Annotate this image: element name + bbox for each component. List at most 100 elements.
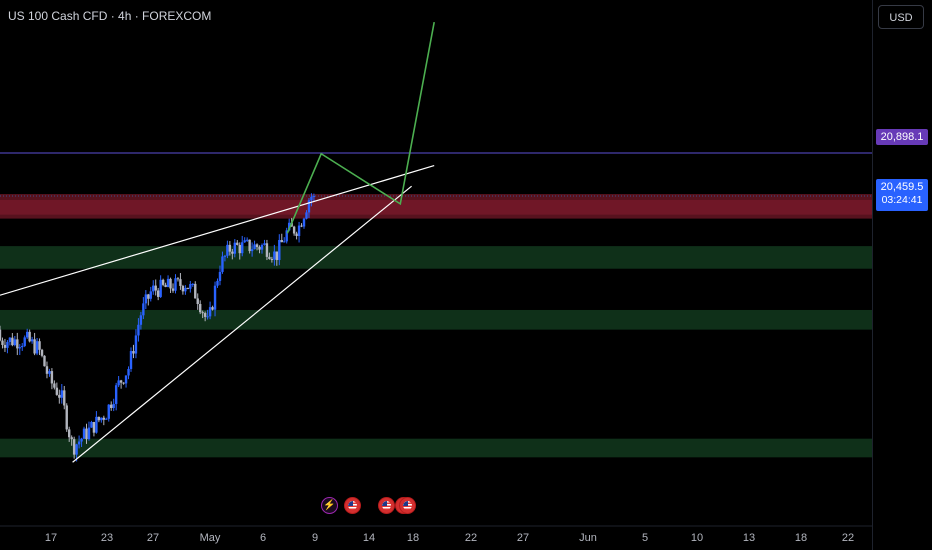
candle[interactable] [124, 375, 128, 384]
candle[interactable] [211, 307, 214, 310]
candle[interactable] [90, 422, 93, 428]
candle[interactable] [55, 387, 59, 395]
candle[interactable] [154, 285, 157, 291]
candle[interactable] [6, 342, 9, 348]
candle[interactable] [233, 242, 237, 254]
candle[interactable] [0, 329, 2, 341]
candle[interactable] [255, 244, 259, 247]
candle[interactable] [33, 339, 36, 354]
candle[interactable] [25, 331, 29, 338]
candle[interactable] [297, 225, 301, 236]
candle[interactable] [300, 225, 303, 227]
candle[interactable] [166, 278, 170, 288]
candle[interactable] [149, 291, 152, 299]
candle[interactable] [30, 339, 34, 342]
candle[interactable] [92, 422, 96, 433]
candle[interactable] [184, 287, 187, 292]
candle[interactable] [203, 313, 207, 317]
candle[interactable] [285, 230, 288, 242]
candle[interactable] [236, 242, 239, 245]
candle[interactable] [65, 405, 68, 430]
candle[interactable] [100, 417, 103, 421]
candle[interactable] [152, 285, 155, 292]
candle[interactable] [223, 255, 227, 257]
candle[interactable] [132, 351, 135, 354]
candle[interactable] [72, 439, 76, 455]
candle[interactable] [114, 385, 118, 404]
candle[interactable] [265, 243, 269, 257]
candle[interactable] [226, 244, 229, 256]
candle[interactable] [159, 279, 162, 297]
candle[interactable] [127, 368, 130, 376]
currency-button[interactable]: USD [878, 5, 924, 29]
candle[interactable] [95, 416, 98, 433]
candle[interactable] [77, 441, 81, 445]
candle[interactable] [305, 212, 308, 219]
candle[interactable] [278, 240, 281, 261]
candle[interactable] [156, 290, 160, 297]
candle[interactable] [75, 444, 78, 455]
candle[interactable] [50, 371, 54, 384]
candle[interactable] [82, 428, 86, 439]
candle[interactable] [45, 366, 49, 374]
candle[interactable] [40, 349, 44, 356]
candle[interactable] [102, 417, 106, 420]
candle[interactable] [283, 241, 286, 243]
candle[interactable] [97, 416, 101, 421]
candle[interactable] [310, 196, 313, 201]
us-flag-icon[interactable] [344, 497, 361, 514]
candle[interactable] [189, 284, 192, 289]
candle[interactable] [171, 288, 175, 291]
candle[interactable] [110, 404, 113, 408]
candle[interactable] [179, 279, 182, 286]
candle[interactable] [243, 240, 246, 243]
candle[interactable] [23, 337, 26, 346]
candle[interactable] [11, 337, 14, 346]
candle[interactable] [213, 285, 217, 310]
candle[interactable] [260, 244, 264, 250]
candle[interactable] [292, 226, 296, 234]
candle[interactable] [129, 351, 133, 369]
candle[interactable] [119, 380, 123, 383]
candle[interactable] [221, 256, 224, 272]
candle[interactable] [196, 298, 199, 305]
support-zone[interactable] [0, 309, 872, 330]
candle[interactable] [216, 280, 219, 286]
candle[interactable] [16, 339, 19, 349]
lightning-icon[interactable]: ⚡ [321, 497, 338, 514]
candle[interactable] [134, 335, 138, 354]
candle[interactable] [169, 278, 172, 289]
candle[interactable] [8, 337, 12, 343]
candle[interactable] [250, 249, 254, 252]
candle[interactable] [176, 278, 180, 280]
candle[interactable] [248, 239, 251, 252]
candle[interactable] [245, 239, 249, 241]
candle[interactable] [206, 316, 209, 318]
candle[interactable] [238, 244, 241, 254]
candle[interactable] [218, 271, 222, 281]
candle[interactable] [21, 345, 24, 348]
candle[interactable] [231, 251, 234, 254]
candle[interactable] [43, 355, 46, 367]
candle[interactable] [3, 344, 7, 348]
candle[interactable] [70, 437, 73, 440]
candle[interactable] [48, 371, 51, 374]
candle[interactable] [107, 404, 110, 419]
candle[interactable] [142, 303, 145, 316]
price-axis-panel[interactable] [872, 0, 932, 550]
candle[interactable] [137, 324, 140, 336]
candle[interactable] [228, 244, 232, 252]
candle[interactable] [181, 285, 185, 292]
candle[interactable] [258, 246, 261, 250]
support-zone[interactable] [0, 246, 872, 269]
candle[interactable] [35, 341, 39, 354]
candle[interactable] [18, 347, 21, 349]
candle[interactable] [28, 331, 31, 342]
candle[interactable] [117, 380, 120, 386]
candle[interactable] [191, 283, 194, 285]
candle[interactable] [161, 279, 165, 285]
candle[interactable] [287, 222, 291, 231]
candle[interactable] [253, 244, 256, 250]
